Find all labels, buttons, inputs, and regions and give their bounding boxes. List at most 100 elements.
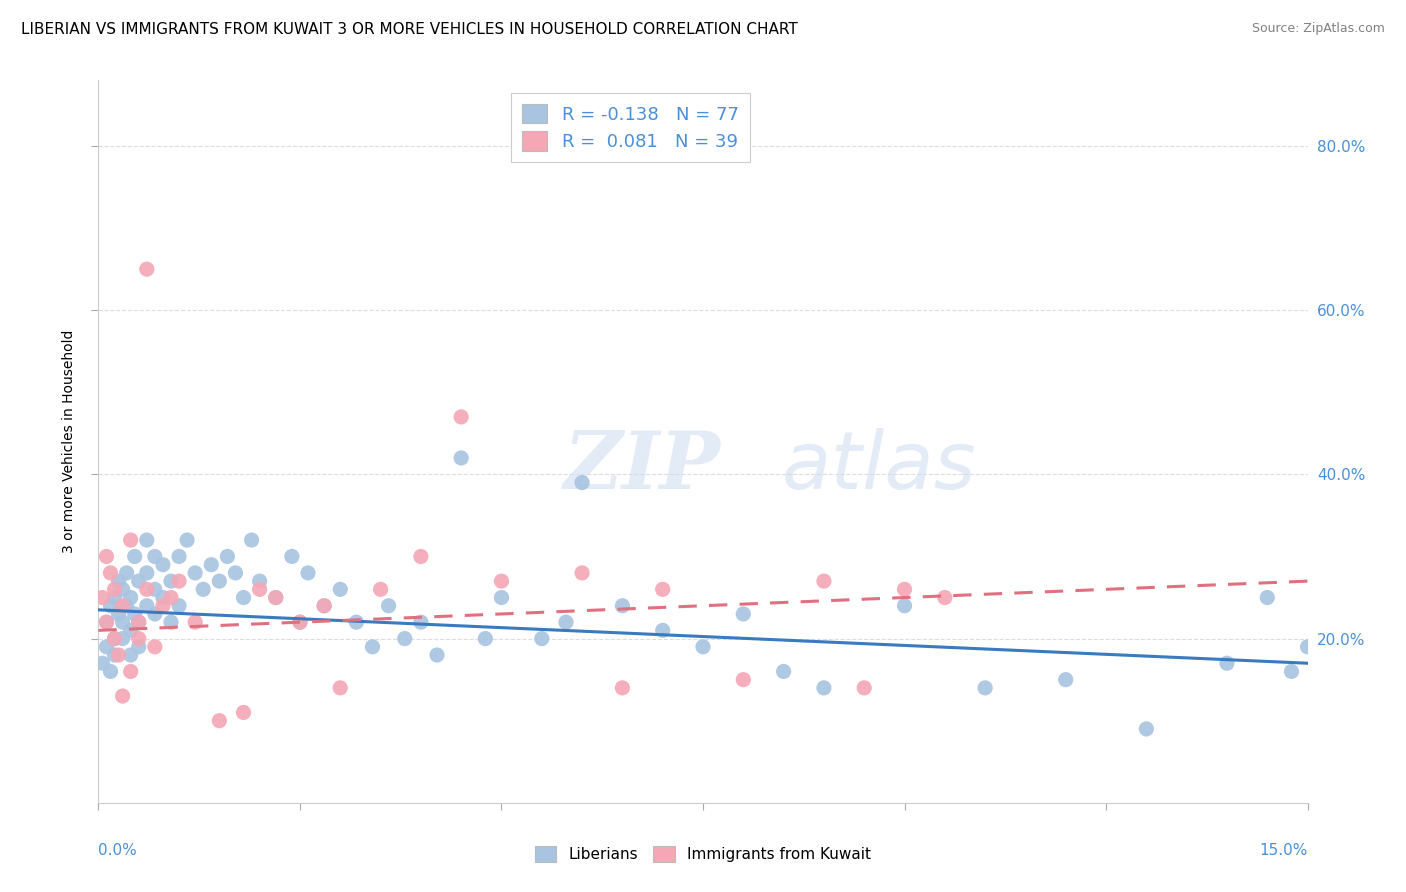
Point <box>314 599 336 613</box>
Point <box>232 706 254 720</box>
Point <box>143 607 166 621</box>
Point <box>103 582 125 597</box>
Legend: Liberians, Immigrants from Kuwait: Liberians, Immigrants from Kuwait <box>529 839 877 868</box>
Point <box>288 615 311 630</box>
Point <box>1281 665 1303 679</box>
Point <box>111 615 134 630</box>
Point <box>1216 657 1239 671</box>
Point <box>160 574 183 588</box>
Point <box>120 624 142 638</box>
Point <box>409 615 432 630</box>
Point <box>853 681 876 695</box>
Point <box>329 582 352 597</box>
Point <box>450 450 472 465</box>
Point <box>100 566 122 580</box>
Point <box>409 549 432 564</box>
Point <box>297 566 319 580</box>
Point <box>264 591 287 605</box>
Point <box>96 615 118 630</box>
Point <box>208 714 231 728</box>
Point <box>124 607 146 621</box>
Point <box>100 665 122 679</box>
Point <box>491 591 513 605</box>
Point <box>813 574 835 588</box>
Point <box>555 615 578 630</box>
Point <box>426 648 449 662</box>
Point <box>120 665 142 679</box>
Point <box>184 615 207 630</box>
Point <box>91 591 114 605</box>
Point <box>281 549 304 564</box>
Point <box>200 558 222 572</box>
Point <box>651 624 673 638</box>
Point <box>934 591 956 605</box>
Point <box>733 673 755 687</box>
Point <box>143 582 166 597</box>
Point <box>249 582 271 597</box>
Point <box>160 591 183 605</box>
Point <box>103 632 125 646</box>
Point <box>96 549 118 564</box>
Point <box>107 648 129 662</box>
Point <box>124 549 146 564</box>
Point <box>571 475 593 490</box>
Point <box>91 657 114 671</box>
Point <box>96 615 118 630</box>
Point <box>152 558 174 572</box>
Text: 0.0%: 0.0% <box>98 843 138 857</box>
Point <box>893 582 915 597</box>
Point <box>772 665 794 679</box>
Point <box>128 640 150 654</box>
Point <box>120 591 142 605</box>
Point <box>103 648 125 662</box>
Point <box>135 582 157 597</box>
Point <box>167 599 190 613</box>
Point <box>111 599 134 613</box>
Point <box>733 607 755 621</box>
Point <box>135 533 157 547</box>
Point <box>344 615 367 630</box>
Legend: R = -0.138   N = 77, R =  0.081   N = 39: R = -0.138 N = 77, R = 0.081 N = 39 <box>512 93 749 161</box>
Point <box>100 599 122 613</box>
Point <box>152 591 174 605</box>
Point <box>224 566 246 580</box>
Point <box>491 574 513 588</box>
Point <box>377 599 399 613</box>
Point <box>240 533 263 547</box>
Point <box>394 632 416 646</box>
Point <box>103 632 125 646</box>
Point <box>217 549 239 564</box>
Point <box>120 533 142 547</box>
Point <box>128 632 150 646</box>
Point <box>651 582 673 597</box>
Point <box>612 599 634 613</box>
Point <box>571 566 593 580</box>
Point <box>135 599 157 613</box>
Point <box>288 615 311 630</box>
Point <box>111 689 134 703</box>
Point <box>120 648 142 662</box>
Text: ZIP: ZIP <box>564 428 721 506</box>
Text: LIBERIAN VS IMMIGRANTS FROM KUWAIT 3 OR MORE VEHICLES IN HOUSEHOLD CORRELATION C: LIBERIAN VS IMMIGRANTS FROM KUWAIT 3 OR … <box>21 22 797 37</box>
Point <box>232 591 254 605</box>
Point <box>361 640 384 654</box>
Point <box>692 640 714 654</box>
Point <box>813 681 835 695</box>
Point <box>167 549 190 564</box>
Point <box>160 615 183 630</box>
Point <box>370 582 392 597</box>
Point <box>96 640 118 654</box>
Text: Source: ZipAtlas.com: Source: ZipAtlas.com <box>1251 22 1385 36</box>
Point <box>612 681 634 695</box>
Point <box>450 409 472 424</box>
Point <box>107 607 129 621</box>
Point <box>1054 673 1077 687</box>
Point <box>111 582 134 597</box>
Point <box>143 640 166 654</box>
Point <box>152 599 174 613</box>
Y-axis label: 3 or more Vehicles in Household: 3 or more Vehicles in Household <box>62 330 76 553</box>
Point <box>167 574 190 588</box>
Point <box>128 574 150 588</box>
Point <box>135 262 157 277</box>
Point <box>264 591 287 605</box>
